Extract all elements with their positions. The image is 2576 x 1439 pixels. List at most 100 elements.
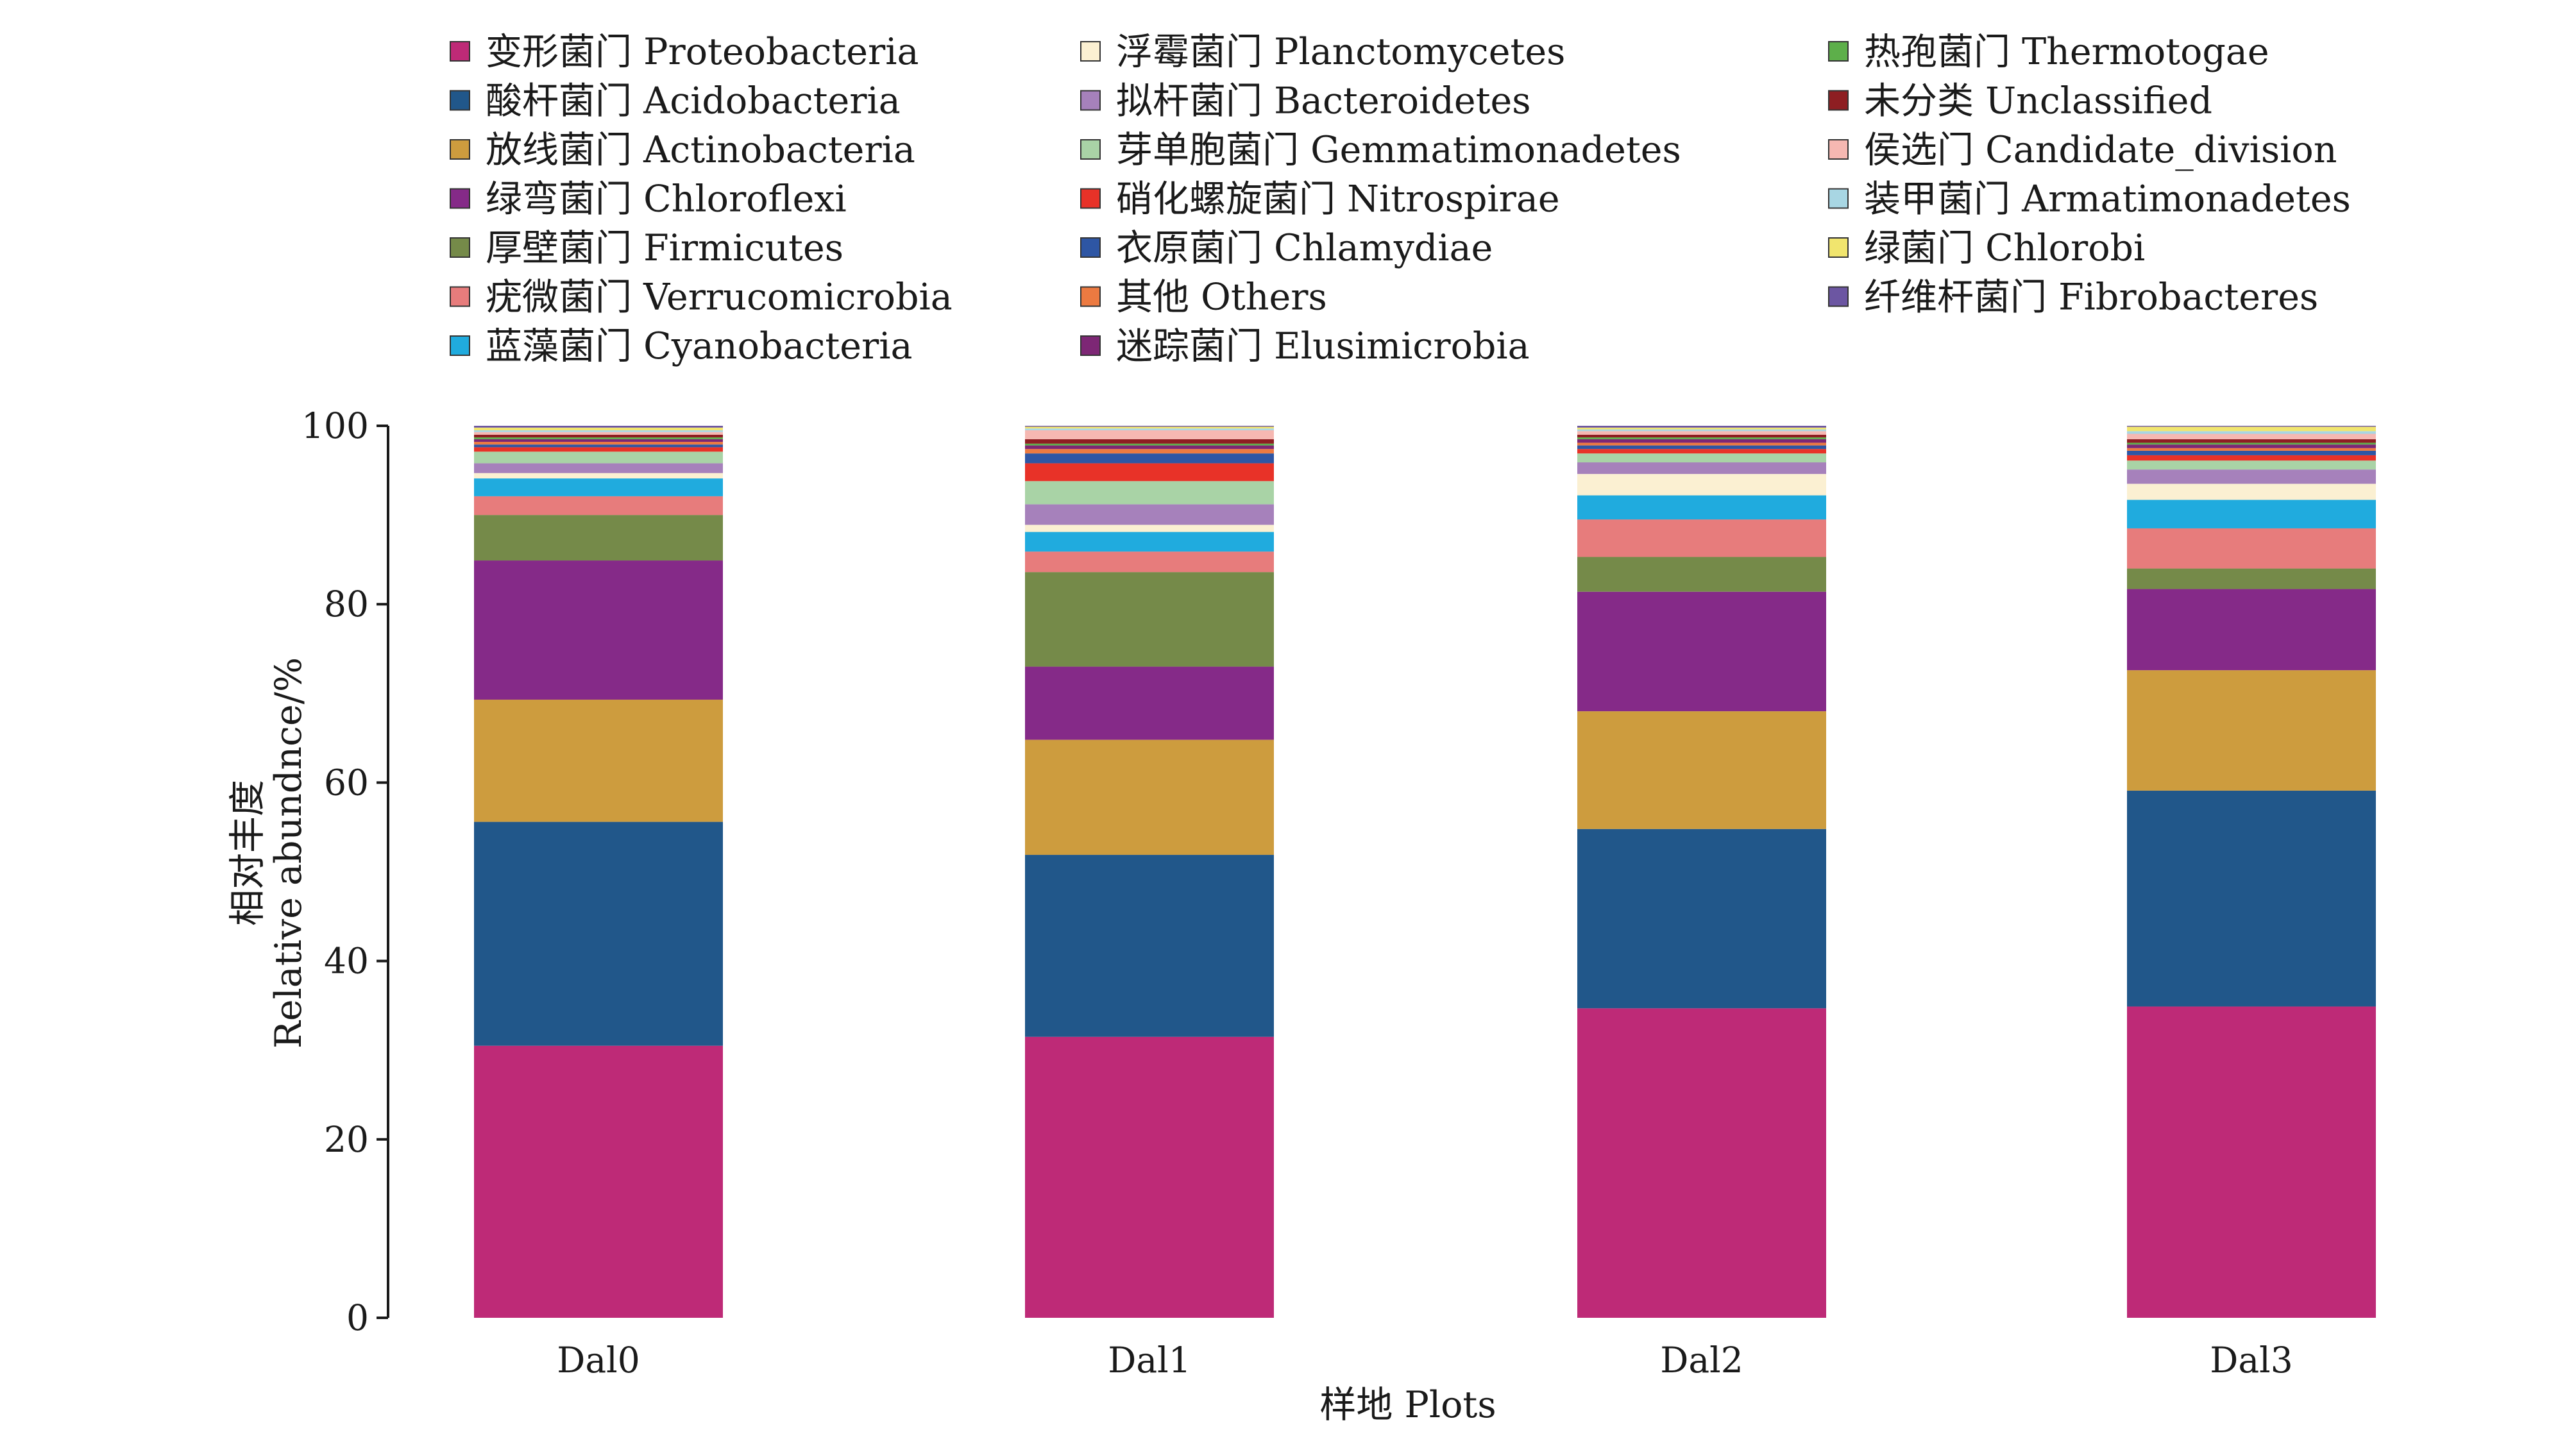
bar-segment-Dal3-11 <box>2127 450 2376 455</box>
legend-label-8: 拟杆菌门 Bacteroidetes <box>1116 80 1530 122</box>
bar-segment-Dal3-7 <box>2127 484 2376 500</box>
bar-segment-Dal0-10 <box>474 447 723 452</box>
bar-segment-Dal0-4 <box>474 515 723 561</box>
y-tick-label-20: 20 <box>324 1119 369 1160</box>
bar-segment-Dal2-9 <box>1577 453 1826 463</box>
bar-segment-Dal2-14 <box>1577 437 1826 439</box>
legend-swatch-12 <box>1080 286 1101 307</box>
legend-label-4: 厚壁菌门 Firmicutes <box>486 227 843 269</box>
bar-segment-Dal3-13 <box>2127 444 2376 448</box>
bar-segment-Dal2-10 <box>1577 449 1826 454</box>
bar-segment-Dal3-10 <box>2127 455 2376 461</box>
bar-segment-Dal1-5 <box>1025 551 1274 573</box>
bar-segment-Dal1-2 <box>1025 739 1274 855</box>
legend-label-3: 绿弯菌门 Chloroflexi <box>486 178 847 221</box>
y-axis-title: 相对丰度 Relative abundnce/% <box>226 657 310 1048</box>
legend-swatch-8 <box>1080 90 1101 111</box>
bar-segment-Dal0-7 <box>474 473 723 479</box>
bar-segment-Dal0-8 <box>474 463 723 473</box>
x-tick-label-Dal3: Dal3 <box>2210 1340 2292 1381</box>
y-tick-label-0: 0 <box>346 1297 369 1338</box>
legend-label-14: 热孢菌门 Thermotogae <box>1864 31 2269 73</box>
legend-swatch-15 <box>1828 90 1849 111</box>
bar-segment-Dal2-19 <box>1577 426 1826 428</box>
bar-segment-Dal1-9 <box>1025 481 1274 505</box>
bar-segment-Dal0-18 <box>474 427 723 430</box>
y-tick-label-60: 60 <box>324 762 369 803</box>
bar-segment-Dal2-6 <box>1577 495 1826 520</box>
bar-segment-Dal0-3 <box>474 560 723 700</box>
legend-label-12: 其他 Others <box>1116 276 1327 319</box>
bar-segment-Dal0-2 <box>474 700 723 822</box>
legend-label-5: 疣微菌门 Verrucomicrobia <box>486 276 953 319</box>
y-tick-label-100: 100 <box>301 405 369 446</box>
legend-label-10: 硝化螺旋菌门 Nitrospirae <box>1116 178 1560 221</box>
legend-swatch-14 <box>1828 41 1849 62</box>
bar-segment-Dal3-0 <box>2127 1006 2376 1318</box>
bar-segment-Dal2-0 <box>1577 1008 1826 1318</box>
legend-swatch-13 <box>1080 335 1101 356</box>
bar-segment-Dal0-0 <box>474 1045 723 1318</box>
bar-segment-Dal3-17 <box>2127 431 2376 434</box>
bar-segment-Dal1-8 <box>1025 504 1274 525</box>
bar-segment-Dal2-5 <box>1577 519 1826 557</box>
legend-label-13: 迷踪菌门 Elusimicrobia <box>1116 325 1530 367</box>
legend-label-2: 放线菌门 Actinobacteria <box>486 129 915 171</box>
bar-segment-Dal1-0 <box>1025 1036 1274 1318</box>
legend-swatch-4 <box>450 237 470 258</box>
legend-swatch-7 <box>1080 41 1101 62</box>
bar-segment-Dal2-16 <box>1577 431 1826 435</box>
legend-label-17: 装甲菌门 Armatimonadetes <box>1864 178 2351 221</box>
x-tick-label-Dal0: Dal0 <box>557 1340 640 1381</box>
x-tick-label-Dal1: Dal1 <box>1108 1340 1191 1381</box>
legend-swatch-16 <box>1828 139 1849 160</box>
bar-segment-Dal0-12 <box>474 442 723 445</box>
bar-segment-Dal0-19 <box>474 426 723 428</box>
bar-segment-Dal3-2 <box>2127 670 2376 791</box>
y-axis-title-cn: 相对丰度 <box>226 780 269 926</box>
bar-segment-Dal2-4 <box>1577 557 1826 592</box>
x-tick-label-Dal2: Dal2 <box>1660 1340 1743 1381</box>
bar-segment-Dal1-18 <box>1025 426 1274 429</box>
legend-swatch-2 <box>450 139 470 160</box>
legend-swatch-9 <box>1080 139 1101 160</box>
bars <box>474 426 2376 1318</box>
bar-segment-Dal3-5 <box>2127 528 2376 569</box>
bar-segment-Dal0-14 <box>474 437 723 439</box>
bar-segment-Dal2-12 <box>1577 442 1826 446</box>
bar-segment-Dal1-14 <box>1025 443 1274 446</box>
bar-segment-Dal0-15 <box>474 434 723 438</box>
bar-segment-Dal3-1 <box>2127 790 2376 1007</box>
legend-label-1: 酸杆菌门 Acidobacteria <box>486 80 901 122</box>
legend-label-6: 蓝藻菌门 Cyanobacteria <box>486 325 912 367</box>
bar-segment-Dal1-15 <box>1025 439 1274 444</box>
bar-segment-Dal0-16 <box>474 432 723 435</box>
legend-swatch-19 <box>1828 286 1849 307</box>
bar-segment-Dal2-15 <box>1577 434 1826 438</box>
bar-segment-Dal1-17 <box>1025 428 1274 430</box>
legend-swatch-1 <box>450 90 470 111</box>
legend-swatch-3 <box>450 188 470 209</box>
bar-segment-Dal1-10 <box>1025 463 1274 482</box>
legend-swatch-10 <box>1080 188 1101 209</box>
bar-segment-Dal0-11 <box>474 444 723 448</box>
y-tick-label-80: 80 <box>324 584 369 625</box>
x-axis-title: 样地 Plots <box>1319 1384 1496 1426</box>
bar-segment-Dal3-15 <box>2127 439 2376 443</box>
y-tick-label-40: 40 <box>324 941 369 982</box>
bar-segment-Dal3-18 <box>2127 426 2376 432</box>
bar-segment-Dal2-2 <box>1577 711 1826 829</box>
legend-swatch-17 <box>1828 188 1849 209</box>
bar-segment-Dal2-8 <box>1577 462 1826 475</box>
bar-segment-Dal3-16 <box>2127 433 2376 439</box>
legend-swatch-11 <box>1080 237 1101 258</box>
bar-segment-Dal0-13 <box>474 439 723 442</box>
bar-segment-Dal1-13 <box>1025 445 1274 450</box>
bar-segment-Dal3-14 <box>2127 442 2376 445</box>
bar-segment-Dal1-11 <box>1025 453 1274 464</box>
bar-segment-Dal1-6 <box>1025 532 1274 552</box>
legend-label-18: 绿菌门 Chlorobi <box>1864 227 2145 269</box>
legend-label-15: 未分类 Unclassified <box>1864 80 2212 122</box>
legend-label-0: 变形菌门 Proteobacteria <box>486 31 919 73</box>
